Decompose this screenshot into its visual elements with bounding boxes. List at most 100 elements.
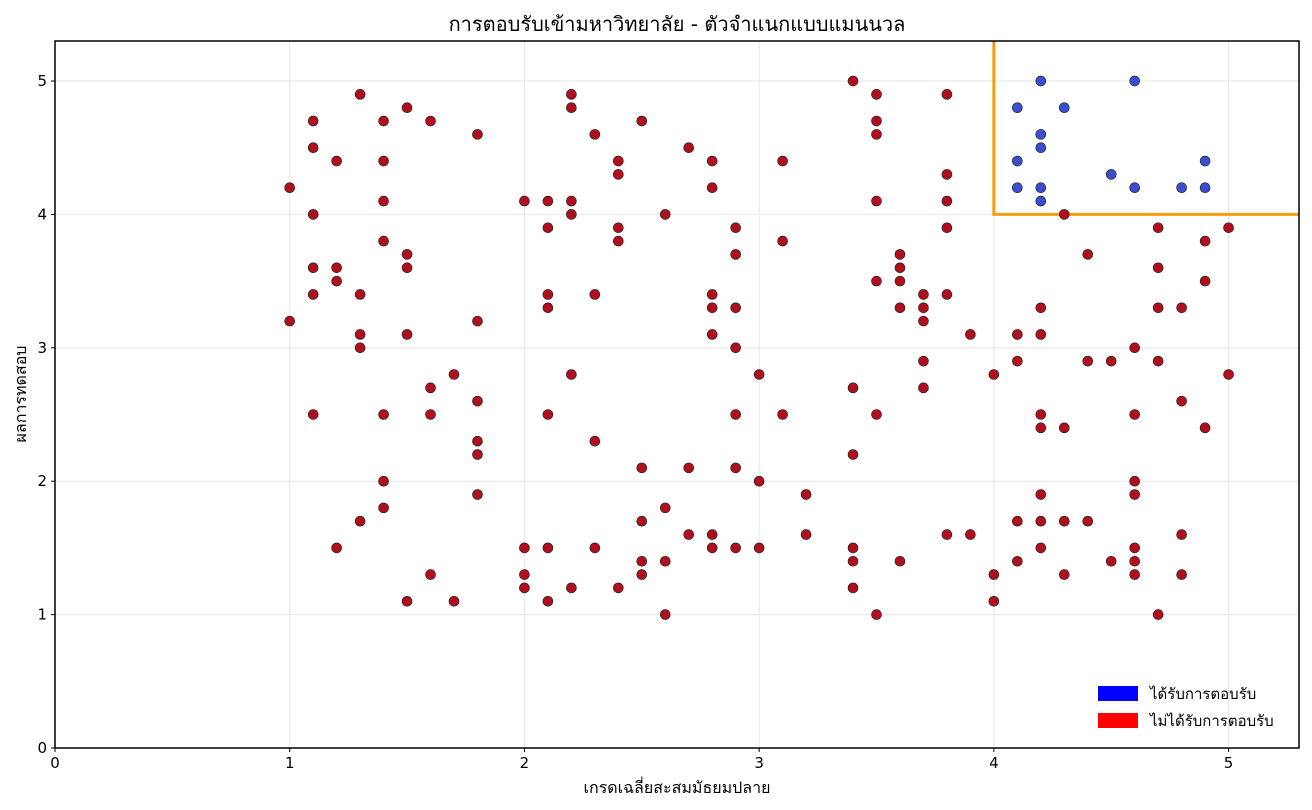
data-point-rejected xyxy=(636,462,648,474)
data-point-rejected xyxy=(378,115,389,127)
data-point-rejected xyxy=(894,555,906,567)
x-axis-label: เกรดเฉลี่ยสะสมมัธยมปลาย xyxy=(584,776,771,797)
data-point-rejected xyxy=(1105,355,1117,367)
data-point-rejected xyxy=(542,289,554,300)
data-point-rejected xyxy=(894,275,906,287)
y-tick-label: 0 xyxy=(37,739,47,757)
data-point-rejected xyxy=(354,515,366,527)
grid xyxy=(55,41,1299,748)
data-point-rejected xyxy=(307,289,319,300)
data-point-rejected xyxy=(1129,569,1140,580)
data-point-rejected xyxy=(354,89,366,100)
data-point-rejected xyxy=(331,275,342,287)
data-point-rejected xyxy=(589,542,601,554)
data-point-rejected xyxy=(965,529,976,540)
data-point-rejected xyxy=(307,115,319,127)
data-point-rejected xyxy=(918,289,929,300)
data-point-rejected xyxy=(941,195,953,207)
data-point-rejected xyxy=(519,569,530,580)
data-point-rejected xyxy=(1152,262,1164,274)
data-point-rejected xyxy=(777,409,788,420)
data-point-rejected xyxy=(566,209,577,220)
data-point-rejected xyxy=(589,435,601,447)
data-point-accepted xyxy=(1199,155,1211,167)
y-tick-label: 3 xyxy=(37,339,47,357)
data-point-accepted xyxy=(1129,182,1140,194)
data-point-rejected xyxy=(566,195,577,207)
data-point-accepted xyxy=(1035,142,1047,154)
data-point-rejected xyxy=(472,449,483,460)
data-point-accepted xyxy=(1012,155,1023,167)
data-point-rejected xyxy=(331,542,342,554)
data-point-rejected xyxy=(542,222,554,234)
data-point-rejected xyxy=(1176,302,1187,314)
data-point-rejected xyxy=(730,462,741,474)
data-point-rejected xyxy=(918,315,929,327)
y-tick-label: 4 xyxy=(37,205,47,223)
data-point-rejected xyxy=(753,475,765,487)
data-point-rejected xyxy=(378,409,389,420)
data-point-rejected xyxy=(918,382,929,394)
data-point-rejected xyxy=(1035,409,1047,420)
data-point-rejected xyxy=(613,582,624,594)
data-point-rejected xyxy=(519,542,530,554)
data-point-rejected xyxy=(871,409,882,420)
data-point-rejected xyxy=(1035,302,1047,314)
data-point-rejected xyxy=(354,342,366,354)
data-point-rejected xyxy=(1035,542,1047,554)
data-point-rejected xyxy=(425,569,436,580)
data-point-rejected xyxy=(659,209,671,220)
data-point-rejected xyxy=(706,529,718,540)
plot-frame xyxy=(54,40,1300,749)
data-point-rejected xyxy=(378,195,389,207)
data-point-rejected xyxy=(659,609,671,620)
data-point-rejected xyxy=(871,609,882,620)
data-point-rejected xyxy=(331,155,342,167)
data-point-rejected xyxy=(730,542,741,554)
data-point-rejected xyxy=(941,289,953,300)
data-point-rejected xyxy=(307,409,319,420)
data-point-rejected xyxy=(941,529,953,540)
data-point-rejected xyxy=(1105,555,1117,567)
data-point-rejected xyxy=(401,102,413,113)
data-point-rejected xyxy=(730,302,741,314)
data-point-accepted xyxy=(1035,75,1047,87)
data-point-rejected xyxy=(448,595,460,607)
data-point-rejected xyxy=(636,555,648,567)
data-point-rejected xyxy=(1082,355,1094,367)
data-point-accepted xyxy=(1035,129,1047,140)
data-point-rejected xyxy=(683,529,695,540)
data-point-rejected xyxy=(589,289,601,300)
data-point-rejected xyxy=(566,89,577,100)
data-point-rejected xyxy=(871,195,882,207)
y-tick-label: 1 xyxy=(37,606,47,624)
data-point-rejected xyxy=(542,542,554,554)
data-point-rejected xyxy=(1012,555,1023,567)
data-point-rejected xyxy=(284,182,296,194)
data-point-rejected xyxy=(730,249,741,260)
data-point-rejected xyxy=(988,595,1000,607)
data-point-rejected xyxy=(401,249,413,260)
data-point-rejected xyxy=(613,155,624,167)
data-point-rejected xyxy=(636,569,648,580)
data-point-rejected xyxy=(800,489,812,500)
data-point-rejected xyxy=(425,409,436,420)
data-point-rejected xyxy=(1035,422,1047,434)
data-point-rejected xyxy=(706,182,718,194)
data-point-rejected xyxy=(1129,475,1140,487)
data-point-accepted xyxy=(1105,169,1117,180)
data-point-accepted xyxy=(1035,182,1047,194)
data-point-rejected xyxy=(871,275,882,287)
data-point-rejected xyxy=(401,595,413,607)
data-point-rejected xyxy=(871,129,882,140)
y-tick-label: 2 xyxy=(37,472,47,490)
data-point-rejected xyxy=(1152,355,1164,367)
data-point-rejected xyxy=(1058,515,1070,527)
data-point-rejected xyxy=(777,155,788,167)
data-point-rejected xyxy=(1129,555,1140,567)
data-point-rejected xyxy=(613,222,624,234)
data-point-rejected xyxy=(566,102,577,113)
data-point-rejected xyxy=(918,355,929,367)
data-point-rejected xyxy=(1129,489,1140,500)
decision-boundary-line xyxy=(992,41,1299,216)
